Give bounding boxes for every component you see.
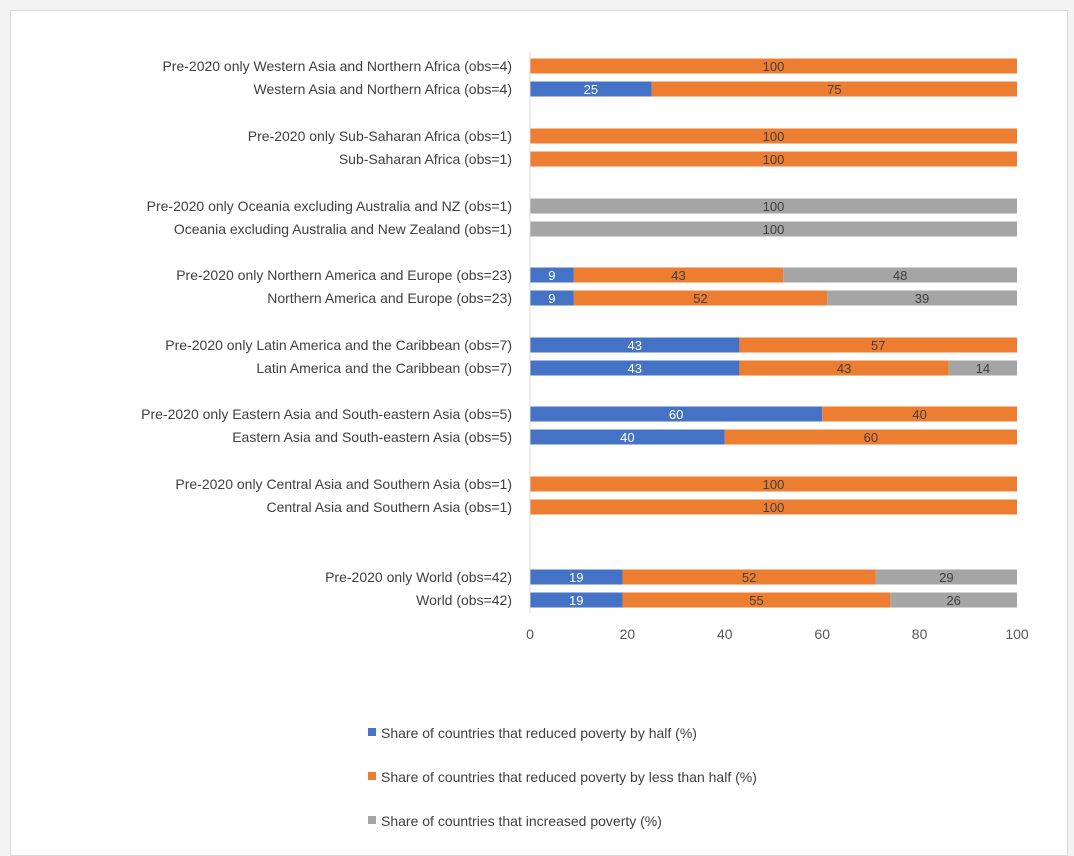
category-labels: Pre-2020 only Western Asia and Northern … bbox=[141, 58, 512, 608]
bars-layer: 100 25 75 100 100 100 100 9 43 48 9 52 39 43 57 43 43 14 6… bbox=[530, 58, 1017, 608]
data-label: 52 bbox=[742, 570, 756, 585]
bar-segment bbox=[651, 81, 1017, 97]
bar-segment bbox=[530, 128, 1017, 144]
data-label: 29 bbox=[939, 570, 953, 585]
legend: Share of countries that reduced poverty … bbox=[368, 725, 757, 829]
bar-segment bbox=[530, 290, 574, 306]
data-label: 19 bbox=[569, 570, 583, 585]
legend-swatch bbox=[368, 816, 376, 824]
bar-segment bbox=[783, 267, 1017, 283]
bar-segment bbox=[948, 360, 1017, 376]
bar-segment bbox=[530, 267, 574, 283]
category-label: Pre-2020 only Sub-Saharan Africa (obs=1) bbox=[248, 128, 512, 144]
data-label: 60 bbox=[864, 430, 878, 445]
bar-segment bbox=[573, 290, 828, 306]
bar-segment bbox=[530, 499, 1017, 515]
bar-segment bbox=[622, 592, 891, 608]
data-label: 75 bbox=[827, 82, 841, 97]
bar-segment bbox=[530, 337, 740, 353]
category-label: Pre-2020 only Western Asia and Northern … bbox=[162, 58, 512, 74]
data-label: 100 bbox=[763, 152, 785, 167]
category-label: Latin America and the Caribbean (obs=7) bbox=[256, 360, 512, 376]
x-tick-label: 0 bbox=[526, 626, 534, 642]
category-label: World (obs=42) bbox=[416, 592, 512, 608]
bar-segment bbox=[530, 221, 1017, 237]
data-label: 52 bbox=[693, 291, 707, 306]
data-label: 25 bbox=[584, 82, 598, 97]
legend-label: Share of countries that reduced poverty … bbox=[381, 769, 757, 785]
bar-segment bbox=[530, 592, 623, 608]
bar-segment bbox=[739, 337, 1017, 353]
data-label: 9 bbox=[548, 291, 555, 306]
data-label: 39 bbox=[915, 291, 929, 306]
legend-label: Share of countries that reduced poverty … bbox=[381, 725, 697, 741]
bar-segment bbox=[530, 198, 1017, 214]
data-label: 57 bbox=[871, 338, 885, 353]
category-label: Pre-2020 only Eastern Asia and South-eas… bbox=[141, 406, 512, 422]
category-label: Northern America and Europe (obs=23) bbox=[267, 290, 512, 306]
x-axis: 0 20 40 60 80 100 bbox=[526, 52, 1029, 642]
data-label: 48 bbox=[893, 268, 907, 283]
category-label: Sub-Saharan Africa (obs=1) bbox=[339, 151, 512, 167]
data-label: 19 bbox=[569, 593, 583, 608]
data-label: 40 bbox=[912, 407, 926, 422]
category-label: Pre-2020 only Northern America and Europ… bbox=[176, 267, 512, 283]
data-label: 100 bbox=[763, 129, 785, 144]
bar-segment bbox=[573, 267, 784, 283]
x-tick-label: 100 bbox=[1005, 626, 1029, 642]
category-label: Pre-2020 only Oceania excluding Australi… bbox=[147, 198, 512, 214]
data-label: 100 bbox=[763, 199, 785, 214]
bar-segment bbox=[530, 569, 623, 585]
bar-segment bbox=[530, 360, 740, 376]
x-tick-label: 40 bbox=[717, 626, 733, 642]
bar-segment bbox=[875, 569, 1017, 585]
data-label: 100 bbox=[763, 59, 785, 74]
category-label: Oceania excluding Australia and New Zeal… bbox=[174, 221, 512, 237]
bar-segment bbox=[890, 592, 1017, 608]
bar-segment bbox=[827, 290, 1017, 306]
data-label: 43 bbox=[837, 361, 851, 376]
bar-segment bbox=[530, 429, 725, 445]
bar-segment bbox=[530, 476, 1017, 492]
category-label: Pre-2020 only Latin America and the Cari… bbox=[165, 337, 512, 353]
legend-label: Share of countries that increased povert… bbox=[381, 813, 662, 829]
category-label: Pre-2020 only World (obs=42) bbox=[325, 569, 512, 585]
data-label: 55 bbox=[749, 593, 763, 608]
data-label: 43 bbox=[671, 268, 685, 283]
data-label: 9 bbox=[548, 268, 555, 283]
data-label: 43 bbox=[627, 361, 641, 376]
data-label: 100 bbox=[763, 500, 785, 515]
bar-segment bbox=[724, 429, 1017, 445]
data-label: 60 bbox=[669, 407, 683, 422]
x-tick-label: 20 bbox=[620, 626, 636, 642]
legend-swatch bbox=[368, 772, 376, 780]
category-label: Eastern Asia and South-eastern Asia (obs… bbox=[232, 429, 512, 445]
data-label: 40 bbox=[620, 430, 634, 445]
x-tick-label: 60 bbox=[814, 626, 830, 642]
data-label: 100 bbox=[763, 222, 785, 237]
x-tick-label: 80 bbox=[912, 626, 928, 642]
bar-segment bbox=[739, 360, 949, 376]
bar-segment bbox=[530, 58, 1017, 74]
bar-segment bbox=[530, 151, 1017, 167]
bar-segment bbox=[530, 81, 652, 97]
bar-segment bbox=[530, 406, 823, 422]
data-label: 43 bbox=[627, 338, 641, 353]
category-label: Central Asia and Southern Asia (obs=1) bbox=[266, 499, 512, 515]
category-label: Western Asia and Northern Africa (obs=4) bbox=[254, 81, 512, 97]
data-label: 26 bbox=[946, 593, 960, 608]
bar-segment bbox=[822, 406, 1017, 422]
legend-swatch bbox=[368, 728, 376, 736]
bar-segment bbox=[622, 569, 876, 585]
data-label: 14 bbox=[976, 361, 990, 376]
data-label: 100 bbox=[763, 477, 785, 492]
category-label: Pre-2020 only Central Asia and Southern … bbox=[175, 476, 512, 492]
